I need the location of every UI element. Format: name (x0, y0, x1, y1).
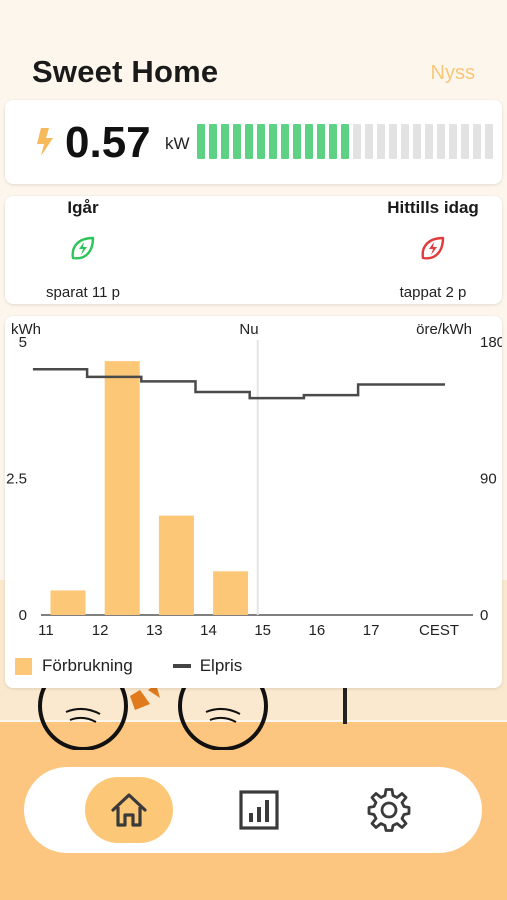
nav-statistics-button[interactable] (215, 777, 303, 843)
bar-chart-icon (239, 790, 279, 830)
yesterday-title: Igår (67, 198, 99, 217)
header: Sweet Home Nyss (32, 54, 475, 94)
power-level-segment (245, 124, 253, 159)
power-level-segment (389, 124, 397, 159)
power-level-segment (305, 124, 313, 159)
today-title: Hittills idag (387, 198, 479, 217)
lightning-icon (37, 128, 53, 156)
x-tick-label: 15 (254, 622, 271, 639)
power-level-segment (257, 124, 265, 159)
y-right-tick-label: 90 (480, 471, 497, 488)
legend-label-consumption: Förbrukning (42, 656, 133, 675)
x-tick-label: 11 (38, 622, 54, 639)
power-level-segment (329, 124, 337, 159)
x-tick-label: 17 (363, 622, 380, 639)
power-level-segment (293, 124, 301, 159)
left-axis-unit: kWh (11, 321, 41, 338)
y-right-tick-label: 0 (480, 607, 488, 624)
now-label: Nu (239, 321, 258, 338)
leaf-bolt-icon (71, 236, 95, 260)
consumption-bar (213, 571, 249, 615)
power-unit: kW (165, 134, 190, 153)
bicycle-illustration (38, 661, 268, 750)
gear-icon (367, 788, 411, 832)
update-status: Nyss (430, 62, 475, 84)
legend-swatch-consumption (15, 657, 32, 675)
yesterday-stat: Igår sparat 11 p (0, 196, 183, 304)
home-icon (111, 793, 147, 827)
yesterday-text: sparat 11 p (46, 284, 120, 301)
x-tick-label: 12 (92, 622, 109, 639)
today-text: tappat 2 p (399, 284, 467, 301)
right-axis-unit: öre/kWh (416, 321, 472, 338)
power-level-segment (449, 124, 457, 159)
x-tick-label: 13 (146, 622, 163, 639)
consumption-bar (158, 515, 194, 615)
background-post (343, 686, 347, 724)
current-power-card[interactable]: 0.57 kW (5, 100, 502, 184)
nav-home-button[interactable] (85, 777, 173, 843)
x-tick-label: 14 (200, 622, 217, 639)
power-level-segment (317, 124, 325, 159)
y-left-tick-label: 2.5 (6, 471, 27, 488)
y-right-tick-label: 180 (480, 334, 502, 351)
power-level-segment (197, 124, 205, 159)
power-level-segment (401, 124, 409, 159)
power-level-segment (233, 124, 241, 159)
power-level-segment (353, 124, 361, 159)
power-level-segment (413, 124, 421, 159)
power-level-segment (377, 124, 385, 159)
power-value: 0.57 (65, 118, 151, 167)
chart-legend: Förbrukning Elpris (15, 656, 242, 676)
bottom-navigation (24, 767, 482, 853)
power-level-meter (197, 124, 493, 159)
y-left-tick-label: 5 (19, 334, 27, 351)
savings-card[interactable]: Igår sparat 11 p Hittills idag tappat 2 … (5, 196, 502, 304)
power-level-segment (269, 124, 277, 159)
y-left-tick-label: 0 (19, 607, 27, 624)
today-stat: Hittills idag tappat 2 p (333, 196, 507, 304)
consumption-chart: kWh Nu öre/kWh CEST 5 2.5 0 180 90 0 11 12 13 14 1… (6, 321, 502, 639)
power-level-segment (209, 124, 217, 159)
timezone-label: CEST (419, 622, 459, 639)
consumption-chart-card[interactable]: kWh Nu öre/kWh CEST 5 2.5 0 180 90 0 11 12 13 14 1… (5, 316, 502, 688)
power-level-segment (365, 124, 373, 159)
consumption-bar (50, 590, 86, 615)
power-level-segment (425, 124, 433, 159)
power-level-segment (221, 124, 229, 159)
page-title: Sweet Home (32, 54, 219, 89)
power-level-segment (461, 124, 469, 159)
price-step-line (32, 368, 445, 400)
x-tick-label: 16 (309, 622, 326, 639)
power-level-segment (485, 124, 493, 159)
power-level-segment (341, 124, 349, 159)
power-level-segment (473, 124, 481, 159)
power-level-segment (281, 124, 289, 159)
legend-label-price: Elpris (199, 656, 243, 675)
legend-swatch-price (172, 664, 191, 668)
leaf-bolt-icon (421, 236, 445, 260)
power-level-segment (437, 124, 445, 159)
consumption-bar (104, 361, 140, 615)
nav-settings-button[interactable] (345, 777, 433, 843)
